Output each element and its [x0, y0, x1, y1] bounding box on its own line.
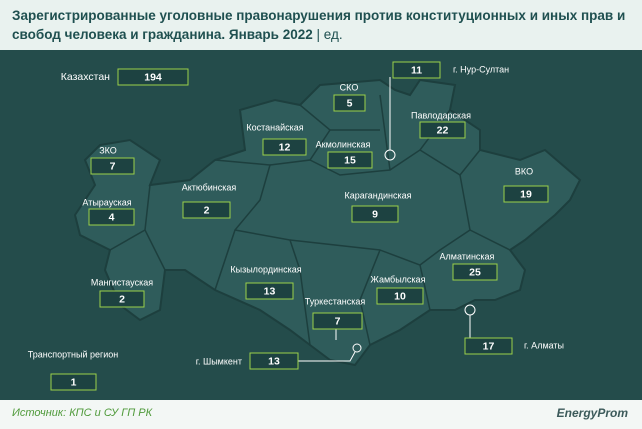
value-box [351, 205, 399, 223]
value-box [182, 201, 231, 219]
logo: EnergyProm [556, 406, 628, 420]
value-box [327, 151, 373, 169]
region-value: 17 [483, 340, 495, 352]
region-name: Туркестанская [305, 296, 366, 306]
region-name: Актюбинская [182, 182, 237, 192]
region-value: 2 [204, 204, 210, 216]
value-box [376, 287, 424, 305]
value-box [464, 337, 513, 355]
value-box [88, 208, 135, 226]
region-value: 7 [335, 315, 341, 327]
region-value: 11 [411, 64, 422, 76]
unit: ед. [323, 27, 343, 42]
region-value: 194 [144, 71, 162, 83]
source: Источник: КПС и СУ ГП РК [12, 407, 153, 419]
value-box [99, 290, 145, 308]
value-box [117, 68, 189, 86]
region-name: Атырауская [82, 197, 131, 207]
region-value: 25 [469, 266, 481, 278]
region-value: 13 [268, 355, 280, 367]
region-value: 1 [71, 376, 77, 388]
region-name: г. Нур-Султан [453, 64, 509, 74]
region-value: 9 [372, 208, 378, 220]
value-box [90, 157, 135, 175]
value-box [503, 185, 549, 203]
region-name: Жамбылская [371, 274, 426, 284]
region-name: Транспортный регион [28, 349, 119, 359]
country-shape [73, 78, 582, 367]
region-value: 7 [110, 160, 116, 172]
region-name: Мангистауская [91, 277, 153, 287]
region-value: 4 [109, 211, 115, 223]
region-name: Павлодарская [411, 110, 471, 120]
leaders [298, 77, 476, 362]
footer: Источник: КПС и СУ ГП РК EnergyProm [0, 400, 642, 429]
value-box [333, 94, 366, 112]
region-name: СКО [340, 82, 359, 92]
region-name: г. Алматы [524, 340, 564, 350]
region-name: ЗКО [99, 145, 117, 155]
value-box [312, 312, 363, 330]
region-name: Алматинская [440, 251, 495, 261]
value-box [419, 121, 466, 139]
region-value: 13 [264, 285, 276, 297]
region-value: 10 [394, 290, 406, 302]
title: Зарегистрированные уголовные правонаруше… [12, 8, 626, 42]
region-value: 22 [437, 124, 449, 136]
value-box [249, 352, 299, 370]
region-value: 19 [520, 188, 532, 200]
region-name: Акмолинская [316, 139, 371, 149]
value-box [262, 138, 307, 156]
value-box [392, 61, 441, 79]
region-name: Карагандинская [344, 190, 411, 200]
value-box [50, 373, 97, 391]
region-value: 5 [347, 97, 353, 109]
value-box [245, 282, 294, 300]
region-value: 12 [279, 141, 291, 153]
region-name: Кызылординская [230, 264, 301, 274]
region-value: 15 [344, 154, 356, 166]
value-box [452, 263, 498, 281]
region-name: Костанайская [246, 122, 303, 132]
region-value: 2 [119, 293, 125, 305]
region-name: г. Шымкент [196, 356, 242, 366]
title-bar: Зарегистрированные уголовные правонаруше… [0, 0, 642, 50]
region-name: ВКО [515, 166, 533, 176]
region-name: Казахстан [61, 71, 110, 83]
